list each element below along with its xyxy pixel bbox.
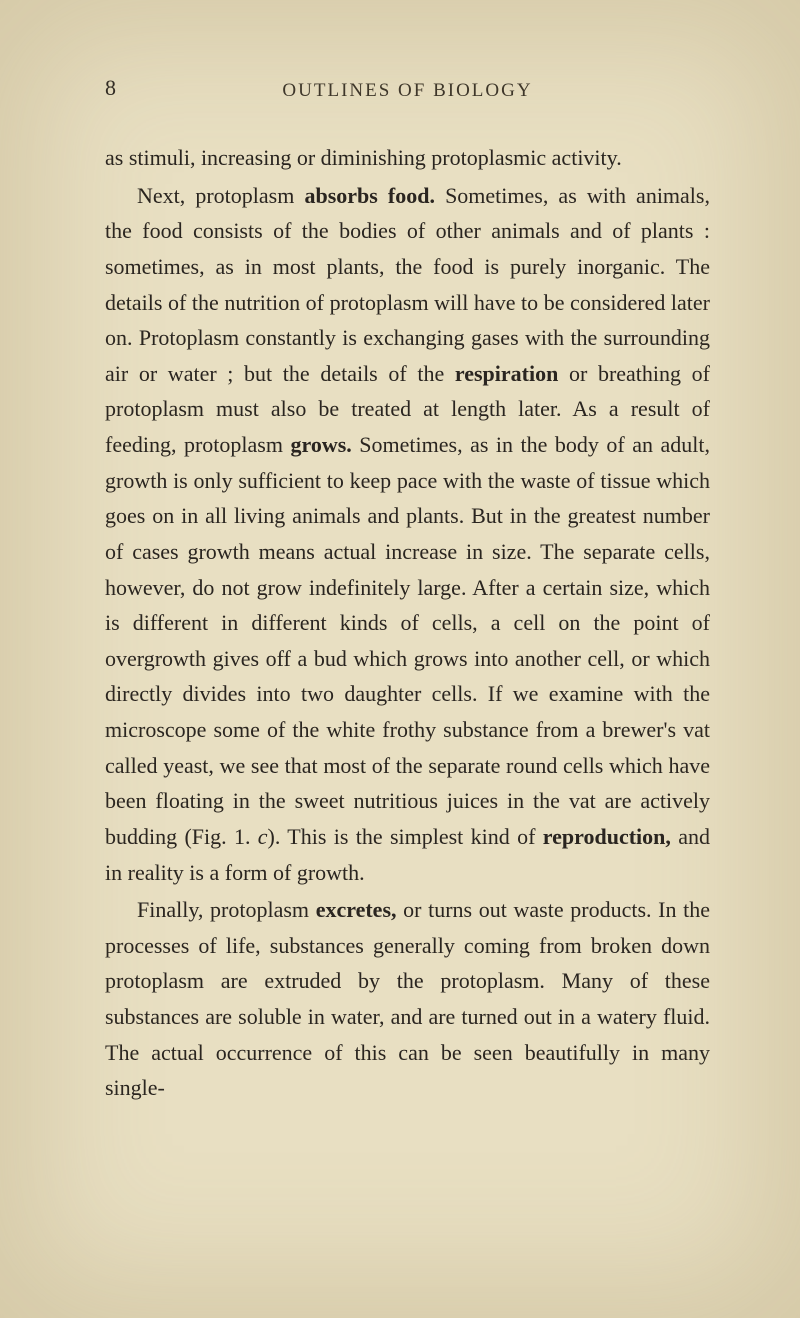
bold-text: excretes,	[316, 897, 397, 922]
text-span: Sometimes, as in the body of an adult, g…	[105, 432, 710, 849]
text-span: or turns out waste pro­ducts. In the pro…	[105, 897, 710, 1100]
italic-text: c	[258, 824, 268, 849]
text-span: ). This is the simplest kind of	[268, 824, 543, 849]
text-span: Finally, protoplasm	[137, 897, 316, 922]
page-header: OUTLINES OF BIOLOGY	[105, 75, 710, 102]
bold-text: absorbs food.	[304, 183, 435, 208]
paragraph-2: Next, protoplasm absorbs food. Sometimes…	[105, 178, 710, 891]
body-text-container: as stimuli, increasing or diminishing pr…	[105, 140, 710, 1106]
paragraph-1: as stimuli, increasing or diminishing pr…	[105, 140, 710, 176]
text-span: Sometimes, as with animals, the food con…	[105, 183, 710, 386]
text-span: Next, protoplasm	[137, 183, 304, 208]
page-number: 8	[105, 75, 116, 101]
text-span: as stimuli, increasing or diminishing pr…	[105, 145, 622, 170]
bold-text: respiration	[455, 361, 558, 386]
bold-text: reproduction,	[543, 824, 671, 849]
paragraph-3: Finally, protoplasm excretes, or turns o…	[105, 892, 710, 1106]
bold-text: grows.	[290, 432, 351, 457]
